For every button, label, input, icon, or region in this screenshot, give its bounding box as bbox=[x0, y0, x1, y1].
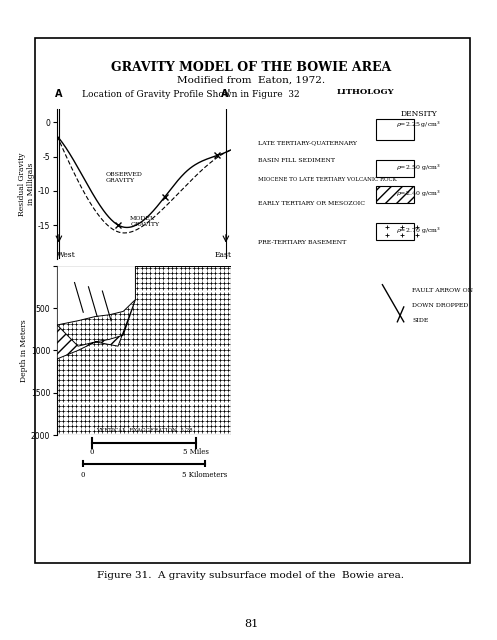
Text: MIOCENE TO LATE TERTIARY VOLCANIC ROCK: MIOCENE TO LATE TERTIARY VOLCANIC ROCK bbox=[258, 177, 397, 182]
Text: SIDE: SIDE bbox=[413, 318, 429, 323]
Text: PRE-TERTIARY BASEMENT: PRE-TERTIARY BASEMENT bbox=[258, 240, 347, 245]
Y-axis label: Depth in Meters: Depth in Meters bbox=[20, 319, 28, 382]
Text: LITHOLOGY: LITHOLOGY bbox=[336, 88, 394, 96]
Text: VERTICAL  EXAGGERATION  5.28: VERTICAL EXAGGERATION 5.28 bbox=[96, 428, 192, 433]
Polygon shape bbox=[57, 266, 135, 325]
Text: 0: 0 bbox=[89, 449, 94, 456]
Text: OBSERVED
GRAVITY: OBSERVED GRAVITY bbox=[106, 172, 143, 182]
Polygon shape bbox=[57, 300, 135, 359]
Text: $\rho$=2.25 g/cm$^3$: $\rho$=2.25 g/cm$^3$ bbox=[396, 120, 441, 130]
Text: FAULT ARROW ON: FAULT ARROW ON bbox=[413, 289, 473, 293]
Text: A: A bbox=[55, 89, 63, 99]
Bar bbox=[376, 120, 414, 140]
Text: Location of Gravity Profile Shown in Figure  32: Location of Gravity Profile Shown in Fig… bbox=[82, 90, 300, 99]
Bar bbox=[35, 38, 470, 563]
Text: GRAVITY MODEL OF THE BOWIE AREA: GRAVITY MODEL OF THE BOWIE AREA bbox=[111, 61, 391, 74]
Text: EARLY TERTIARY OR MESOZOIC: EARLY TERTIARY OR MESOZOIC bbox=[258, 201, 365, 206]
Text: Modified from  Eaton, 1972.: Modified from Eaton, 1972. bbox=[177, 76, 325, 84]
Text: LATE TERTIARY-QUATERNARY: LATE TERTIARY-QUATERNARY bbox=[258, 140, 357, 145]
Text: $\rho$=2.50 g/cm$^3$: $\rho$=2.50 g/cm$^3$ bbox=[396, 163, 441, 173]
Text: 81: 81 bbox=[244, 619, 258, 629]
Text: MODEL
GRAVITY: MODEL GRAVITY bbox=[130, 216, 160, 227]
Text: 5 Miles: 5 Miles bbox=[183, 449, 209, 456]
Bar bbox=[376, 223, 414, 240]
Y-axis label: Residual Gravity
in Milligals: Residual Gravity in Milligals bbox=[18, 152, 35, 216]
Text: $\rho$=2.70 g/cm$^3$: $\rho$=2.70 g/cm$^3$ bbox=[396, 226, 441, 236]
Text: DENSITY: DENSITY bbox=[401, 110, 437, 118]
Text: Figure 31.  A gravity subsurface model of the  Bowie area.: Figure 31. A gravity subsurface model of… bbox=[97, 572, 405, 580]
Text: BASIN FILL SEDIMENT: BASIN FILL SEDIMENT bbox=[258, 159, 335, 163]
Text: $\rho$=2.40 g/cm$^3$: $\rho$=2.40 g/cm$^3$ bbox=[396, 189, 441, 199]
Text: East: East bbox=[214, 251, 231, 259]
Bar bbox=[376, 186, 414, 203]
Text: A': A' bbox=[221, 89, 231, 99]
Bar bbox=[376, 161, 414, 177]
Text: West: West bbox=[57, 251, 76, 259]
Text: 5 Kilometers: 5 Kilometers bbox=[182, 471, 228, 479]
Text: 0: 0 bbox=[81, 471, 85, 479]
Text: DOWN DROPPED: DOWN DROPPED bbox=[413, 303, 469, 308]
